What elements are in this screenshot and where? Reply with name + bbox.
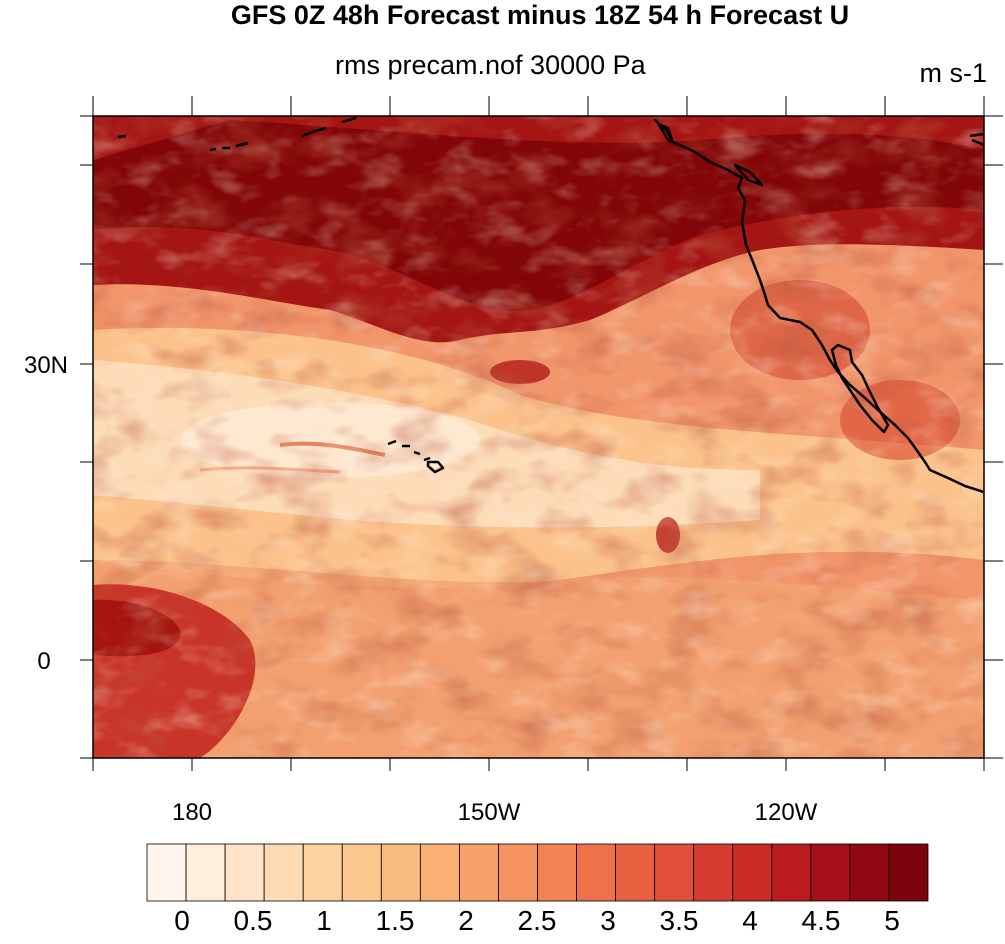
colorbar-swatch [849, 843, 890, 902]
colorbar-swatch [654, 843, 695, 902]
map-title: GFS 0Z 48h Forecast minus 18Z 54 h Forec… [230, 0, 850, 30]
colorbar-swatch [888, 843, 929, 902]
hawaii-islands [387, 439, 445, 474]
colorbar-label: 5 [884, 905, 900, 936]
colorbar-label: 4 [742, 905, 758, 936]
colorbar-swatch [732, 843, 773, 902]
lat-ticks [80, 115, 1003, 759]
lon-label-180: 180 [172, 799, 212, 826]
colorbar [146, 843, 929, 902]
colorbar-swatch [185, 843, 226, 902]
colorbar-swatch [146, 843, 187, 902]
colorbar-swatch [302, 843, 343, 902]
colorbar-label: 1 [316, 905, 332, 936]
aleutian-2 [209, 141, 249, 152]
coastlines [117, 116, 984, 494]
map-frame [92, 115, 985, 759]
colorbar-label: 0 [174, 905, 190, 936]
colorbar-swatch [498, 843, 538, 902]
colorbar-label: 4.5 [802, 905, 841, 936]
colorbar-label: 3 [600, 905, 616, 936]
colorbar-swatch [693, 843, 734, 902]
puget-sound [733, 163, 764, 187]
colorbar-labels: 0 0.5 1 1.5 2 2.5 3 3.5 4 4.5 5 [174, 905, 900, 936]
colorbar-swatch [419, 843, 460, 902]
lon-ticks [92, 96, 985, 771]
colorbar-swatch [458, 843, 499, 902]
alaska-panhandle [969, 132, 984, 147]
lon-label-120w: 120W [755, 799, 818, 826]
units-label: m s-1 [919, 58, 988, 88]
colorbar-swatch [615, 843, 656, 902]
colorbar-swatch [224, 843, 265, 902]
rms-field [93, 116, 984, 758]
colorbar-swatch [380, 843, 421, 902]
lat-label-0: 0 [37, 648, 50, 675]
map-subtitle: rms precam.nof 30000 Pa [335, 50, 646, 80]
lon-label-150w: 150W [458, 799, 521, 826]
lat-label-30n: 30N [24, 352, 68, 379]
aleutian-1 [117, 134, 127, 139]
colorbar-label: 0.5 [234, 905, 273, 936]
vancouver-island [653, 118, 674, 142]
baja-california [830, 343, 890, 434]
colorbar-swatch [341, 843, 382, 902]
aleutian-3 [301, 116, 357, 138]
colorbar-label: 2 [458, 905, 474, 936]
colorbar-swatch [263, 843, 304, 902]
north-america-coast [654, 119, 984, 494]
colorbar-swatch [537, 843, 577, 902]
colorbar-label: 1.5 [376, 905, 415, 936]
colorbar-label: 2.5 [518, 905, 557, 936]
colorbar-label: 3.5 [660, 905, 699, 936]
colorbar-swatch [810, 843, 851, 902]
colorbar-swatch [576, 843, 616, 902]
colorbar-swatch [771, 843, 812, 902]
